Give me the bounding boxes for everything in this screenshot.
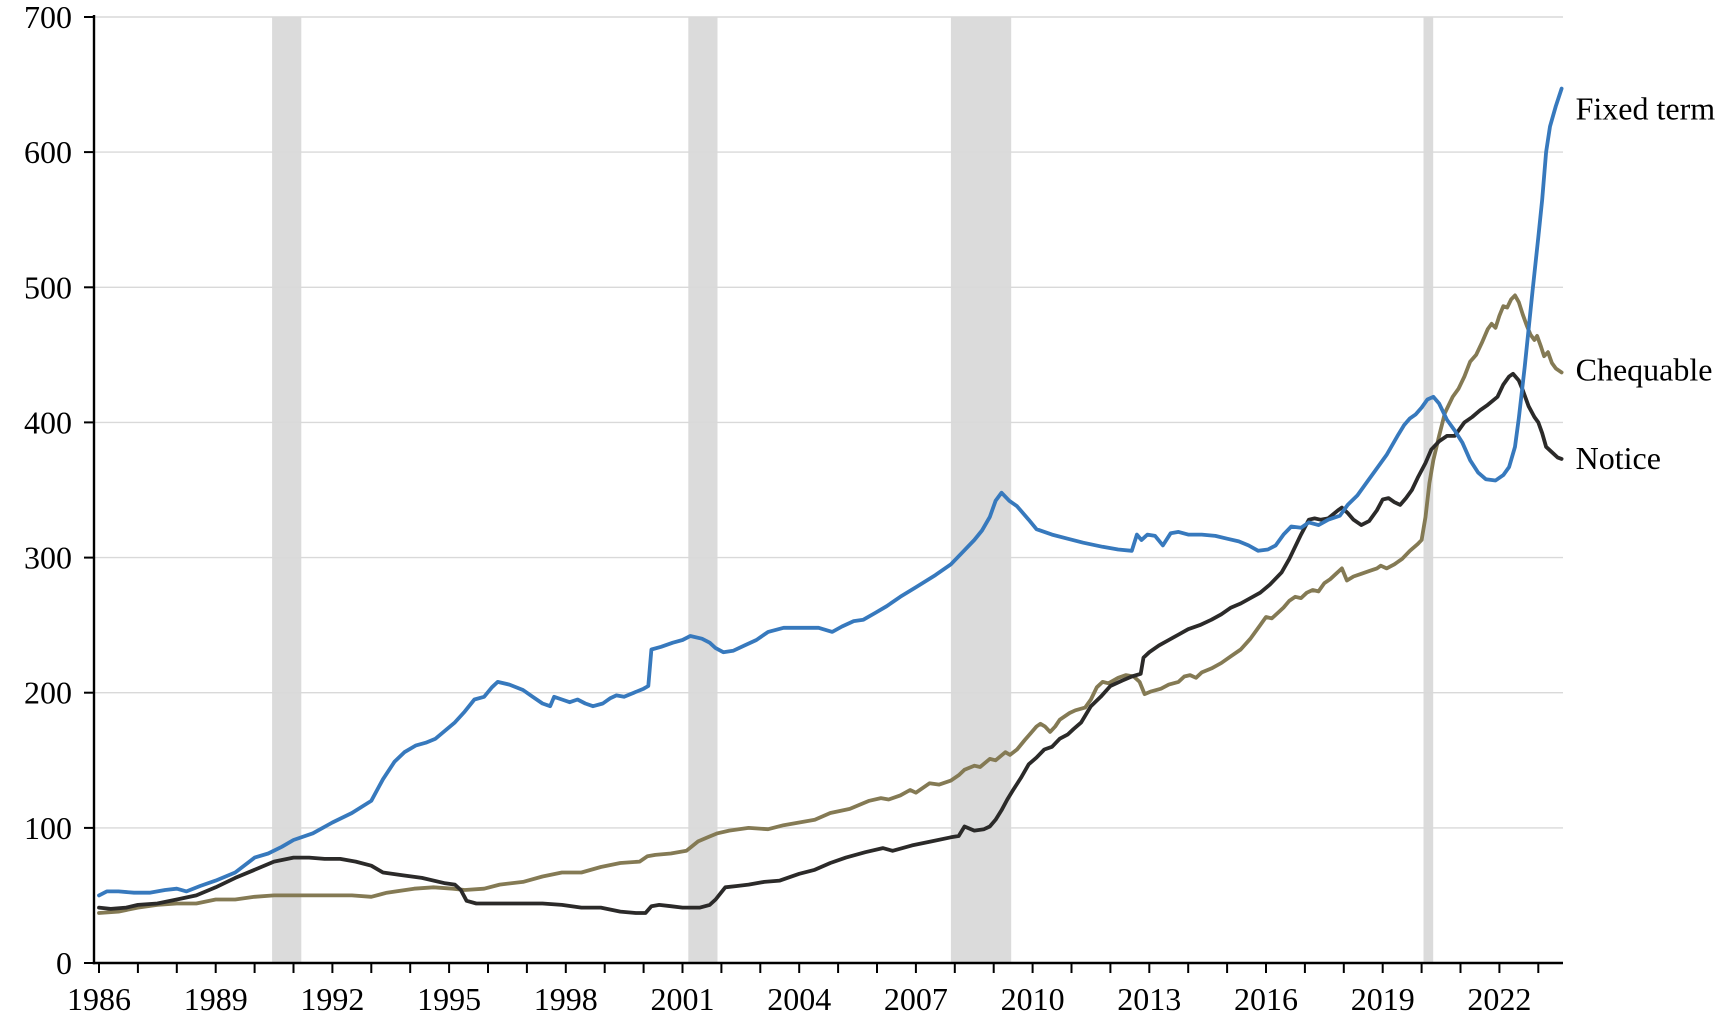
series-line-notice xyxy=(97,371,1564,915)
series-line-fixed-term xyxy=(97,86,1564,898)
recession-band xyxy=(688,17,718,963)
x-tick-label: 2013 xyxy=(1117,981,1181,1017)
y-tick-label: 400 xyxy=(24,404,72,440)
x-tick-label: 1995 xyxy=(417,981,481,1017)
series-label-notice: Notice xyxy=(1576,440,1661,476)
x-tick-label: 1992 xyxy=(300,981,364,1017)
x-tick-label: 2019 xyxy=(1351,981,1415,1017)
series-line-chequable xyxy=(97,293,1564,915)
y-tick-label: 600 xyxy=(24,134,72,170)
series-label-fixed-term: Fixed term xyxy=(1576,91,1716,127)
series-label-chequable: Chequable xyxy=(1576,351,1713,387)
y-tick-label: 200 xyxy=(24,675,72,711)
y-tick-label: 100 xyxy=(24,810,72,846)
y-tick-label: 300 xyxy=(24,540,72,576)
y-tick-label: 500 xyxy=(24,269,72,305)
recession-band xyxy=(272,17,302,963)
x-tick-label: 1998 xyxy=(534,981,598,1017)
x-tick-label: 2022 xyxy=(1467,981,1531,1017)
x-tick-label: 2004 xyxy=(767,981,831,1017)
recession-band xyxy=(950,17,1012,963)
y-tick-label: 700 xyxy=(24,0,72,35)
x-tick-label: 2001 xyxy=(651,981,715,1017)
x-tick-label: 2010 xyxy=(1001,981,1065,1017)
x-tick-label: 1989 xyxy=(184,981,248,1017)
x-tick-label: 1986 xyxy=(67,981,131,1017)
x-tick-label: 2016 xyxy=(1234,981,1298,1017)
y-tick-label: 0 xyxy=(56,945,72,981)
x-tick-label: 2007 xyxy=(884,981,948,1017)
